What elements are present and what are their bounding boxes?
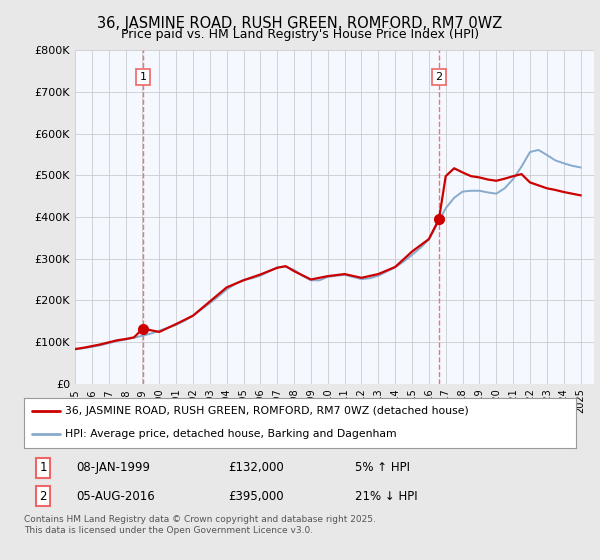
Text: HPI: Average price, detached house, Barking and Dagenham: HPI: Average price, detached house, Bark… [65,430,397,440]
Text: 36, JASMINE ROAD, RUSH GREEN, ROMFORD, RM7 0WZ (detached house): 36, JASMINE ROAD, RUSH GREEN, ROMFORD, R… [65,406,469,416]
Text: 05-AUG-2016: 05-AUG-2016 [76,489,155,502]
Text: 2: 2 [40,489,47,502]
Text: 5% ↑ HPI: 5% ↑ HPI [355,461,410,474]
Text: Price paid vs. HM Land Registry's House Price Index (HPI): Price paid vs. HM Land Registry's House … [121,28,479,41]
Text: 1: 1 [139,72,146,82]
Text: 08-JAN-1999: 08-JAN-1999 [76,461,151,474]
Text: 21% ↓ HPI: 21% ↓ HPI [355,489,418,502]
Text: Contains HM Land Registry data © Crown copyright and database right 2025.
This d: Contains HM Land Registry data © Crown c… [24,515,376,535]
Text: 2: 2 [436,72,443,82]
Text: 36, JASMINE ROAD, RUSH GREEN, ROMFORD, RM7 0WZ: 36, JASMINE ROAD, RUSH GREEN, ROMFORD, R… [97,16,503,31]
Text: £395,000: £395,000 [228,489,284,502]
Text: £132,000: £132,000 [228,461,284,474]
Text: 1: 1 [40,461,47,474]
